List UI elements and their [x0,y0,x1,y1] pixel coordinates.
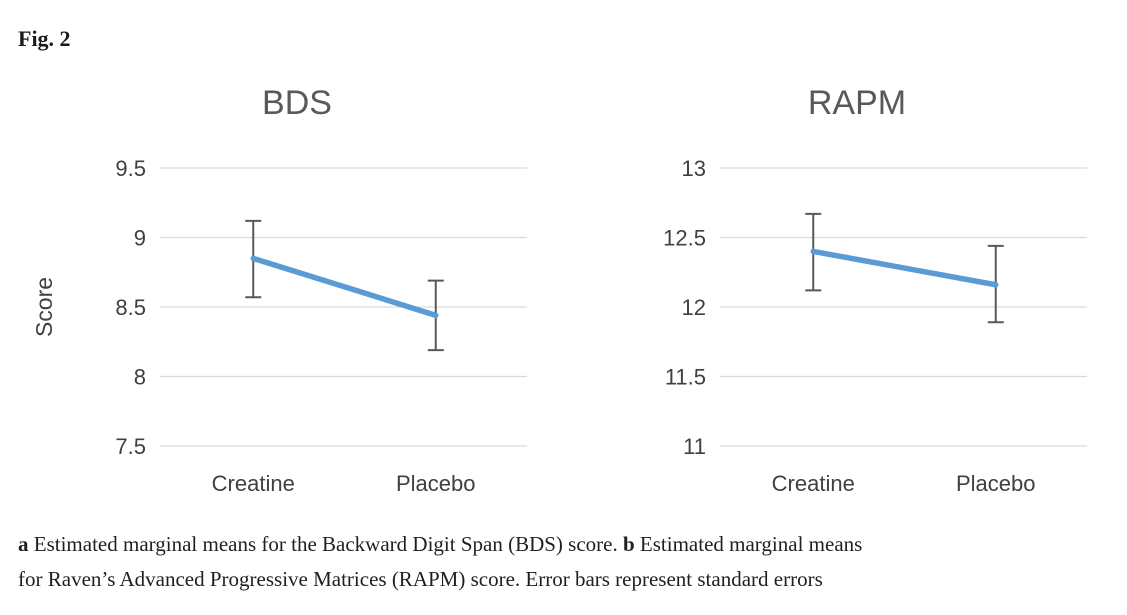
y-axis-tick-label: 13 [682,156,706,181]
chart-title: BDS [262,84,332,122]
y-axis-tick-label: 7.5 [115,434,146,459]
x-axis-category-label: Placebo [396,471,476,496]
x-axis-category-label: Placebo [956,471,1036,496]
caption-text: for Raven’s Advanced Progressive Matrice… [18,567,823,591]
data-line [250,255,439,319]
y-axis-title: Score [31,277,57,337]
y-axis-tick-label: 12 [682,295,706,320]
y-axis-tick-label: 9.5 [115,156,146,181]
y-axis-tick-label: 8 [134,365,146,390]
bds-chart: 9.5 9 8.5 8 7.5 Score BDS Creatine Placebo [31,84,527,496]
x-axis-category-label: Creatine [212,471,295,496]
x-axis-category-label: Creatine [772,471,855,496]
chart-title: RAPM [808,84,906,122]
data-line [810,248,999,288]
caption-panel-letter: a [18,532,29,556]
figure-caption: a Estimated marginal means for the Backw… [18,527,1118,597]
caption-panel-letter: b [622,532,635,556]
y-axis-tick-label: 11 [683,434,706,459]
caption-text: Estimated marginal means [634,532,863,556]
caption-line: for Raven’s Advanced Progressive Matrice… [18,562,1118,597]
caption-line: a Estimated marginal means for the Backw… [18,527,1118,562]
y-axis-tick-label: 9 [134,226,146,251]
charts-row: 9.5 9 8.5 8 7.5 Score BDS Creatine Placebo 13 12.… [22,66,1112,511]
y-axis-tick-label: 8.5 [115,295,146,320]
figure-label: Fig. 2 [18,26,71,51]
rapm-chart: 13 12.5 12 11.5 11 RAPM Creatine Placebo [663,84,1087,496]
y-axis-tick-label: 11.5 [665,365,706,390]
caption-text: Estimated marginal means for the Backwar… [28,532,623,556]
y-axis-tick-label: 12.5 [663,226,706,251]
